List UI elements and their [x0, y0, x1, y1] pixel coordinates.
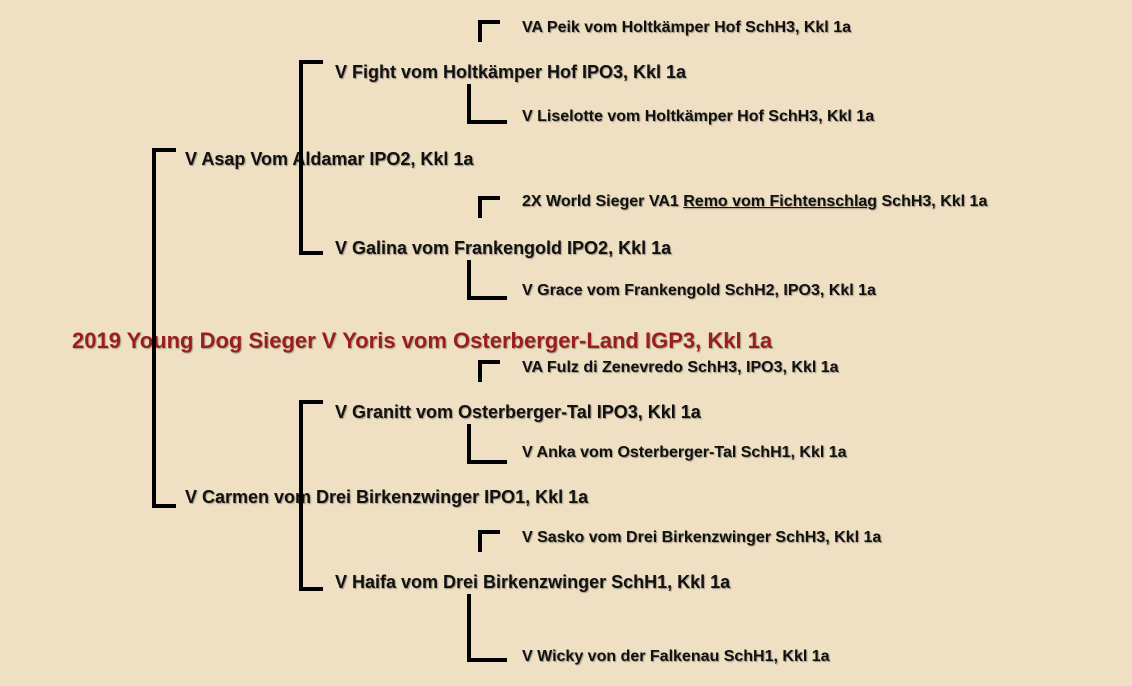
line — [467, 120, 507, 124]
dam-dam-name: V Haifa vom Drei Birkenzwinger SchH1, Kk… — [335, 572, 730, 593]
sire-sire-name: V Fight vom Holtkämper Hof IPO3, Kkl 1a — [335, 62, 686, 83]
root-dog: 2019 Young Dog Sieger V Yoris vom Osterb… — [72, 328, 772, 354]
gen4-6: V Anka vom Osterberger-Tal SchH1, Kkl 1a — [522, 444, 847, 462]
remo-link[interactable]: Remo vom Fichtenschlag — [683, 193, 877, 210]
line — [152, 148, 176, 152]
sire-dam-name: V Galina vom Frankengold IPO2, Kkl 1a — [335, 238, 671, 259]
line — [467, 296, 507, 300]
line — [299, 251, 323, 255]
line — [299, 400, 303, 507]
line — [299, 587, 323, 591]
line — [467, 658, 507, 662]
gen4-8: V Wicky von der Falkenau SchH1, Kkl 1a — [522, 648, 830, 666]
line — [299, 60, 323, 64]
dam-name: V Carmen vom Drei Birkenzwinger IPO1, Kk… — [185, 487, 588, 508]
line — [467, 424, 471, 464]
gen4-1: VA Peik vom Holtkämper Hof SchH3, Kkl 1a — [522, 19, 851, 37]
gen4-4: V Grace vom Frankengold SchH2, IPO3, Kkl… — [522, 282, 876, 300]
line — [152, 352, 156, 508]
line — [467, 460, 507, 464]
gen4-5: VA Fulz di Zenevredo SchH3, IPO3, Kkl 1a — [522, 359, 839, 377]
line — [152, 148, 156, 352]
line — [467, 594, 471, 662]
line — [299, 400, 323, 404]
line — [478, 196, 500, 218]
line — [478, 530, 500, 552]
line — [478, 360, 500, 382]
line — [467, 84, 471, 124]
line — [299, 171, 303, 255]
line — [152, 504, 176, 508]
gen4-2: V Liselotte vom Holtkämper Hof SchH3, Kk… — [522, 108, 874, 126]
line — [478, 20, 500, 42]
line — [299, 60, 303, 171]
sire-name: V Asap Vom Aldamar IPO2, Kkl 1a — [185, 149, 473, 170]
gen4-3: 2X World Sieger VA1 Remo vom Fichtenschl… — [522, 193, 987, 211]
dam-sire-name: V Granitt vom Osterberger-Tal IPO3, Kkl … — [335, 402, 701, 423]
line — [299, 507, 303, 591]
line — [467, 260, 471, 300]
gen4-7: V Sasko vom Drei Birkenzwinger SchH3, Kk… — [522, 529, 881, 547]
gen4-3-suffix: SchH3, Kkl 1a — [877, 193, 987, 210]
gen4-3-prefix: 2X World Sieger VA1 — [522, 193, 683, 210]
